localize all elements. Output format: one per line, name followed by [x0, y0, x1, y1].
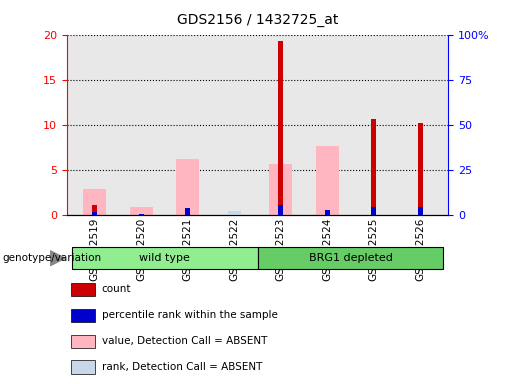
Bar — [83, 189, 107, 215]
Bar — [371, 119, 376, 215]
Text: rank, Detection Call = ABSENT: rank, Detection Call = ABSENT — [101, 362, 262, 372]
Bar — [92, 205, 97, 215]
Text: wild type: wild type — [139, 253, 190, 263]
Text: percentile rank within the sample: percentile rank within the sample — [101, 310, 278, 320]
Bar — [278, 41, 283, 215]
Bar — [130, 207, 153, 215]
Text: genotype/variation: genotype/variation — [3, 253, 101, 263]
Bar — [324, 210, 330, 215]
Bar — [71, 309, 95, 322]
Bar — [72, 247, 258, 270]
Text: BRG1 depleted: BRG1 depleted — [308, 253, 392, 263]
Bar — [176, 159, 199, 215]
Bar — [71, 283, 95, 296]
Bar — [92, 212, 97, 215]
Bar — [258, 247, 443, 270]
Polygon shape — [50, 251, 65, 266]
Text: GDS2156 / 1432725_at: GDS2156 / 1432725_at — [177, 13, 338, 27]
Bar — [185, 209, 191, 215]
Bar — [316, 146, 339, 215]
Bar — [269, 164, 293, 215]
Text: value, Detection Call = ABSENT: value, Detection Call = ABSENT — [101, 336, 267, 346]
Bar — [71, 361, 95, 374]
Bar — [371, 207, 376, 215]
Bar — [228, 212, 241, 215]
Bar — [418, 123, 423, 215]
Bar — [278, 205, 283, 215]
Bar — [418, 207, 423, 215]
Text: count: count — [101, 285, 131, 295]
Bar — [139, 214, 144, 215]
Bar — [185, 212, 191, 215]
Bar — [71, 334, 95, 348]
